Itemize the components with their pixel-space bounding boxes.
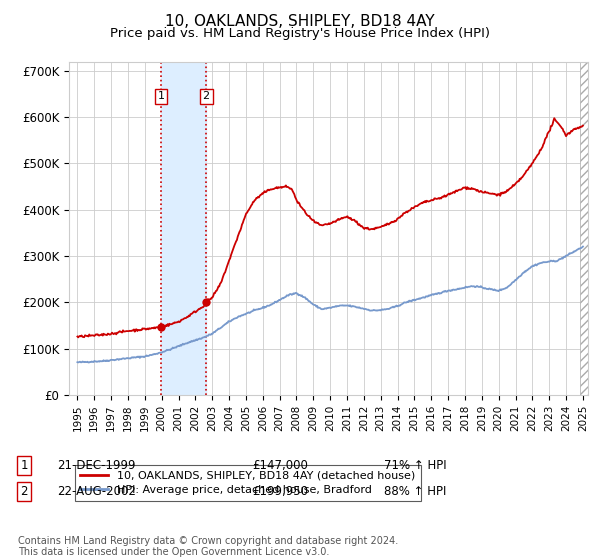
Text: Price paid vs. HM Land Registry's House Price Index (HPI): Price paid vs. HM Land Registry's House …: [110, 27, 490, 40]
Text: 10, OAKLANDS, SHIPLEY, BD18 4AY: 10, OAKLANDS, SHIPLEY, BD18 4AY: [165, 14, 435, 29]
Text: £199,950: £199,950: [252, 484, 308, 498]
Legend: 10, OAKLANDS, SHIPLEY, BD18 4AY (detached house), HPI: Average price, detached h: 10, OAKLANDS, SHIPLEY, BD18 4AY (detache…: [74, 465, 421, 501]
Text: 1: 1: [20, 459, 28, 473]
Text: 88% ↑ HPI: 88% ↑ HPI: [384, 484, 446, 498]
Text: 21-DEC-1999: 21-DEC-1999: [57, 459, 136, 473]
Text: 2: 2: [203, 91, 210, 101]
Text: 22-AUG-2002: 22-AUG-2002: [57, 484, 136, 498]
Bar: [161, 62, 206, 395]
Text: 2: 2: [20, 484, 28, 498]
Text: 1: 1: [158, 91, 164, 101]
Text: £147,000: £147,000: [252, 459, 308, 473]
Text: 71% ↑ HPI: 71% ↑ HPI: [384, 459, 446, 473]
Text: Contains HM Land Registry data © Crown copyright and database right 2024.
This d: Contains HM Land Registry data © Crown c…: [18, 535, 398, 557]
